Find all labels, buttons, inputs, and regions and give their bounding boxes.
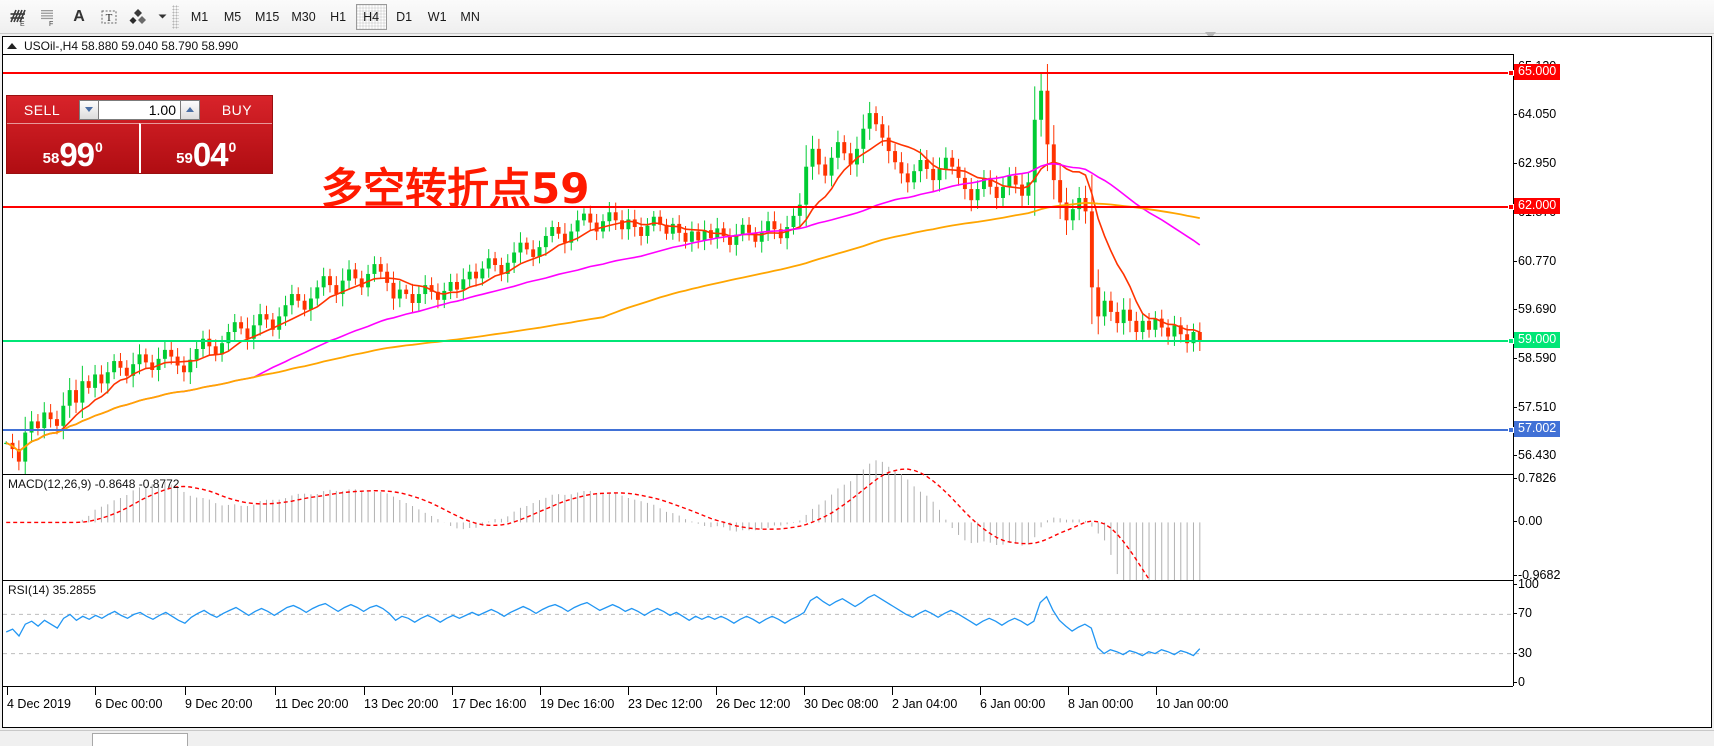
toolbar-grip[interactable] [172, 4, 179, 29]
time-axis-label: 6 Jan 00:00 [980, 687, 1046, 711]
rsi-line [5, 593, 1201, 657]
symbol-quote-bar: USOil-,H4 58.880 59.040 58.790 58.990 [3, 37, 1711, 54]
axis-tick-label: 70 [1513, 606, 1532, 621]
one-click-trading-panel[interactable]: SELL 1.00 BUY 58 99 0 59 04 0 [6, 95, 273, 174]
objects-icon[interactable] [125, 3, 153, 31]
buy-price-main: 04 [192, 136, 229, 173]
volume-decrement-button[interactable] [79, 99, 99, 120]
trade-panel-top-row: SELL 1.00 BUY [7, 96, 272, 123]
axis-tick-label: 30 [1513, 645, 1532, 660]
axis-tick-label: 58.590 [1512, 351, 1557, 366]
sell-button[interactable]: SELL [23, 101, 61, 118]
sell-price-big-figure: 58 [42, 150, 60, 167]
volume-increment-button[interactable] [180, 99, 200, 120]
macd-pane[interactable]: MACD(12,26,9) -0.8648 -0.8772 [3, 460, 1513, 630]
price-line-57002[interactable] [3, 427, 1514, 434]
macd-chart-svg [6, 460, 1201, 630]
indicators-icon[interactable]: E [5, 3, 33, 31]
sell-price-main: 99 [59, 136, 95, 173]
chart-annotation-text[interactable]: 多空转折点59 [321, 164, 590, 213]
time-axis-label: 8 Jan 00:00 [1068, 687, 1134, 711]
macd-label: MACD(12,26,9) -0.8648 -0.8772 [8, 477, 180, 491]
axis-tick-label: 0 [1513, 675, 1525, 690]
time-axis-label: 4 Dec 2019 [7, 687, 71, 711]
time-axis-label: 26 Dec 12:00 [716, 687, 791, 711]
axis-tick-label: 57.510 [1512, 399, 1557, 414]
timeframe-d1[interactable]: D1 [396, 9, 413, 24]
timeframe-m5[interactable]: M5 [223, 9, 242, 24]
volume-stepper[interactable]: 1.00 [79, 99, 200, 120]
timeframe-m15[interactable]: M15 [255, 9, 280, 24]
price-line-tag[interactable]: 65.000 [1514, 63, 1561, 80]
sell-price-fraction: 0 [95, 139, 103, 155]
text-box-icon[interactable]: T [95, 3, 123, 31]
buy-price-big-figure: 59 [176, 150, 193, 167]
templates-icon[interactable]: F [35, 3, 63, 31]
price-line-65[interactable] [3, 69, 1514, 76]
time-axis-label: 11 Dec 20:00 [275, 687, 349, 711]
timeframe-h4[interactable]: H4 [355, 3, 387, 30]
rsi-pane[interactable]: RSI(14) 35.2855 [3, 580, 1513, 686]
rsi-chart-svg [3, 593, 1513, 657]
timeframe-mn[interactable]: MN [460, 9, 480, 24]
timeframe-h1[interactable]: H1 [330, 9, 347, 24]
price-line-59[interactable] [3, 337, 1514, 344]
timeframe-m30[interactable]: M30 [291, 9, 316, 24]
axis-tick-label: 56.430 [1512, 447, 1557, 462]
rsi-label: RSI(14) 35.2855 [8, 583, 97, 597]
price-line-tag[interactable]: 62.000 [1514, 197, 1561, 214]
time-axis-label: 6 Dec 00:00 [95, 687, 163, 711]
time-axis-label: 13 Dec 20:00 [364, 687, 439, 711]
axis-tick-label: -0.9682 [1512, 568, 1561, 583]
timeframe-m1[interactable]: M1 [190, 9, 209, 24]
time-axis[interactable]: 4 Dec 2019 6 Dec 00:00 9 Dec 20:00 11 Dec 2… [3, 686, 1513, 727]
chevron-down-icon[interactable] [155, 3, 169, 31]
price-line-tag[interactable]: 57.002 [1514, 421, 1561, 438]
moving-average-line [5, 201, 1200, 453]
time-axis-label: 10 Jan 00:00 [1156, 687, 1229, 711]
svg-text:E: E [20, 21, 25, 28]
macd-axis[interactable]: 0.7826 0.00 -0.9682 [1512, 470, 1711, 583]
volume-input[interactable]: 1.00 [99, 99, 180, 120]
bottom-tab-strip [0, 730, 1714, 746]
time-axis-label: 17 Dec 16:00 [452, 687, 527, 711]
time-axis-label: 19 Dec 16:00 [540, 687, 615, 711]
trade-panel-prices: 58 99 0 59 04 0 [7, 123, 272, 173]
buy-price-fraction: 0 [228, 139, 237, 155]
rsi-axis[interactable]: 100 70 30 0 [1513, 576, 1711, 690]
axis-tick-label: 62.950 [1512, 156, 1557, 171]
axis-tick-label: 100 [1513, 576, 1539, 591]
axis-tick-label: 59.690 [1512, 302, 1557, 317]
svg-text:F: F [49, 21, 53, 28]
time-axis-label: 23 Dec 12:00 [628, 687, 703, 711]
buy-price-display[interactable]: 59 04 0 [138, 123, 272, 173]
svg-text:T: T [106, 12, 113, 24]
price-line-62[interactable] [3, 203, 1514, 210]
symbol-quote-text: USOil-,H4 58.880 59.040 58.790 58.990 [24, 38, 239, 53]
chart-area[interactable]: USOil-,H4 58.880 59.040 58.790 58.990 多空… [2, 36, 1712, 728]
price-chart-svg [4, 64, 1202, 478]
chart-tab[interactable] [92, 733, 188, 746]
price-line-tag[interactable]: 59.000 [1514, 331, 1561, 348]
macd-signal-line [6, 468, 1200, 618]
moving-average-line [5, 139, 1201, 453]
time-axis-label: 2 Jan 04:00 [892, 687, 958, 711]
axis-tick-label: 60.770 [1512, 253, 1557, 268]
price-axis[interactable]: 65.13064.05062.95061.87060.77059.69058.5… [1512, 54, 1711, 474]
collapse-triangle-icon[interactable] [7, 42, 17, 49]
time-axis-label: 30 Dec 08:00 [804, 687, 879, 711]
chart-toolbar: E F A T [0, 0, 1714, 34]
axis-tick-label: 0.7826 [1512, 470, 1557, 485]
timeframe-w1[interactable]: W1 [427, 9, 447, 24]
axis-tick-label: 0.00 [1512, 514, 1543, 529]
chart-scroll-marker[interactable] [1205, 26, 1216, 39]
text-label-icon[interactable]: A [73, 7, 85, 25]
sell-price-display[interactable]: 58 99 0 [7, 123, 139, 173]
time-axis-label: 9 Dec 20:00 [185, 687, 253, 711]
buy-button[interactable]: BUY [221, 101, 253, 118]
axis-tick-label: 64.050 [1512, 107, 1557, 122]
